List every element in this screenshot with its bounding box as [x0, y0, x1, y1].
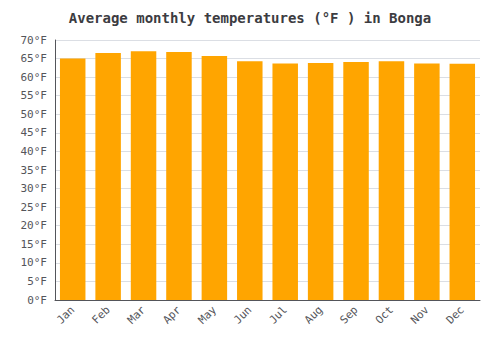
svg-text:25°F: 25°F — [21, 201, 48, 214]
svg-text:Dec: Dec — [444, 303, 467, 326]
svg-text:10°F: 10°F — [21, 256, 48, 269]
svg-text:Jun: Jun — [231, 303, 254, 326]
svg-text:60°F: 60°F — [21, 71, 48, 84]
svg-text:Sep: Sep — [337, 303, 360, 326]
svg-text:65°F: 65°F — [21, 52, 48, 65]
svg-text:70°F: 70°F — [21, 34, 48, 47]
svg-text:Oct: Oct — [373, 303, 396, 326]
svg-text:30°F: 30°F — [21, 182, 48, 195]
svg-text:Feb: Feb — [89, 303, 112, 326]
svg-text:15°F: 15°F — [21, 238, 48, 251]
svg-text:Average monthly temperatures (: Average monthly temperatures (°F ) in Bo… — [69, 10, 431, 26]
svg-text:20°F: 20°F — [21, 219, 48, 232]
svg-text:Apr: Apr — [160, 303, 183, 326]
svg-text:40°F: 40°F — [21, 145, 48, 158]
svg-text:55°F: 55°F — [21, 89, 48, 102]
svg-text:0°F: 0°F — [27, 294, 47, 307]
svg-text:5°F: 5°F — [27, 275, 47, 288]
svg-text:45°F: 45°F — [21, 126, 48, 139]
svg-text:Aug: Aug — [302, 303, 325, 326]
svg-text:Mar: Mar — [125, 303, 148, 326]
svg-text:Jul: Jul — [267, 303, 290, 326]
svg-text:Nov: Nov — [408, 303, 431, 326]
svg-text:Jan: Jan — [54, 303, 77, 326]
svg-text:May: May — [196, 303, 219, 326]
svg-text:50°F: 50°F — [21, 108, 48, 121]
svg-text:35°F: 35°F — [21, 164, 48, 177]
